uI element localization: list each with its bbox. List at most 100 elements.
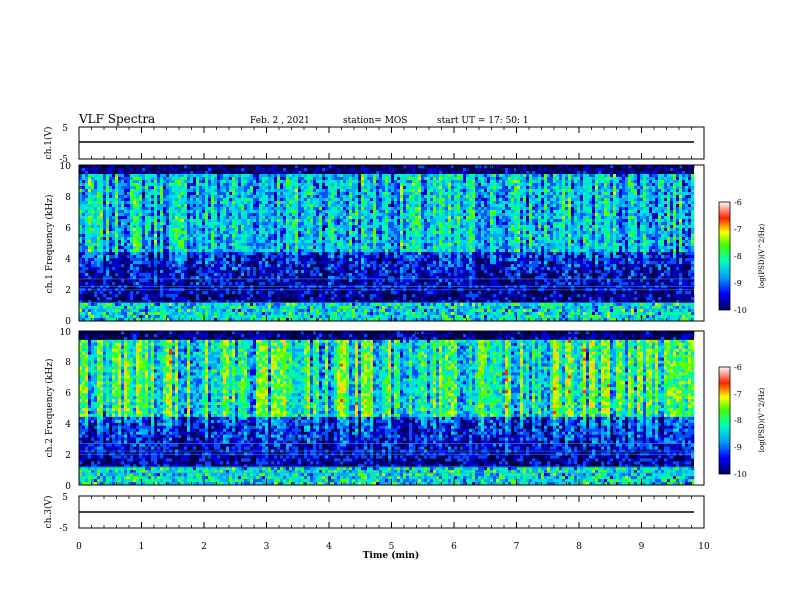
spectrogram-cell — [349, 303, 353, 307]
spectrogram-cell — [79, 234, 83, 238]
spectrogram-cell — [415, 186, 419, 190]
spectrogram-cell — [160, 180, 164, 184]
spectrogram-cell — [181, 276, 185, 280]
spectrogram-cell — [373, 240, 377, 244]
spectrogram-cell — [256, 231, 260, 235]
spectrogram-cell — [322, 312, 326, 316]
spectrogram-cell — [220, 315, 224, 319]
spectrogram-cell — [337, 204, 341, 208]
station-label: station= MOS — [343, 116, 407, 126]
spectrogram-cell — [403, 303, 407, 307]
spectrogram-cell — [163, 210, 167, 214]
spectrogram-cell — [343, 315, 347, 319]
spectrogram-cell — [364, 189, 368, 193]
spectrogram-cell — [211, 249, 215, 253]
spectrogram-cell — [127, 240, 131, 244]
spectrogram-cell — [133, 273, 137, 277]
spectrogram-cell — [214, 312, 218, 316]
spectrogram-cell — [253, 246, 257, 250]
spectrogram-cell — [232, 261, 236, 265]
spectrogram-cell — [403, 219, 407, 223]
spectrogram-cell — [286, 249, 290, 253]
spectrogram-cell — [202, 273, 206, 277]
spectrogram-cell — [82, 204, 86, 208]
spectrogram-cell — [121, 318, 125, 322]
spectrogram-cell — [229, 318, 233, 322]
spectrogram-cell — [340, 267, 344, 271]
spectrogram-cell — [163, 204, 167, 208]
spectrogram-cell — [298, 204, 302, 208]
spectrogram-cell — [118, 186, 122, 190]
spectrogram-cell — [328, 192, 332, 196]
spectrogram-cell — [235, 213, 239, 217]
spectrogram-cell — [361, 276, 365, 280]
spectrogram-cell — [109, 279, 113, 283]
spectrogram-cell — [193, 234, 197, 238]
spectrogram-cell — [91, 303, 95, 307]
spectrogram-cell — [268, 243, 272, 247]
spectrogram-cell — [85, 177, 89, 181]
spectrogram-cell — [178, 201, 182, 205]
spectrogram-cell — [259, 312, 263, 316]
spectrogram-cell — [169, 207, 173, 211]
spectrogram-cell — [154, 195, 158, 199]
spectrogram-cell — [214, 177, 218, 181]
spectrogram-cell — [79, 219, 83, 223]
spectrogram-cell — [184, 303, 188, 307]
spectrogram-cell — [181, 210, 185, 214]
spectrogram-cell — [184, 309, 188, 313]
spectrogram-cell — [358, 201, 362, 205]
spectrogram-cell — [286, 267, 290, 271]
spectrogram-cell — [112, 249, 116, 253]
spectrogram-cell — [151, 225, 155, 229]
spectrogram-cell — [274, 243, 278, 247]
spectrogram-cell — [394, 219, 398, 223]
spectrogram-cell — [346, 180, 350, 184]
spectrogram-cell — [361, 258, 365, 262]
spectrogram-cell — [385, 279, 389, 283]
spectrogram-cell — [256, 210, 260, 214]
spectrogram-cell — [232, 246, 236, 250]
spectrogram-cell — [355, 282, 359, 286]
spectrogram-cell — [298, 207, 302, 211]
spectrogram-cell — [142, 168, 146, 172]
spectrogram-cell — [232, 204, 236, 208]
spectrogram-cell — [232, 192, 236, 196]
spectrogram-cell — [121, 234, 125, 238]
spectrogram-cell — [241, 213, 245, 217]
spectrogram-cell — [199, 264, 203, 268]
spectrogram-cell — [91, 237, 95, 241]
spectrogram-cell — [142, 294, 146, 298]
spectrogram-cell — [376, 192, 380, 196]
spectrogram-cell — [130, 252, 134, 256]
spectrogram-cell — [118, 225, 122, 229]
spectrogram-cell — [262, 282, 266, 286]
spectrogram-cell — [376, 303, 380, 307]
spectrogram-cell — [130, 177, 134, 181]
spectrogram-cell — [241, 225, 245, 229]
spectrogram-cell — [124, 204, 128, 208]
spectrogram-cell — [403, 255, 407, 259]
spectrogram-cell — [340, 195, 344, 199]
spectrogram-cell — [121, 222, 125, 226]
spectrogram-cell — [85, 204, 89, 208]
spectrogram-cell — [172, 297, 176, 301]
spectrogram-cell — [391, 189, 395, 193]
spectrogram-cell — [280, 303, 284, 307]
spectrogram-cell — [238, 309, 242, 313]
spectrogram-cell — [103, 234, 107, 238]
spectrogram-cell — [238, 249, 242, 253]
spectrogram-cell — [268, 297, 272, 301]
spectrogram-cell — [352, 273, 356, 277]
spectrogram-cell — [88, 255, 92, 259]
spectrogram-cell — [259, 267, 263, 271]
spectrogram-cell — [217, 195, 221, 199]
spectrogram-cell — [148, 195, 152, 199]
spectrogram-cell — [169, 231, 173, 235]
spectrogram-cell — [322, 318, 326, 322]
spectrogram-cell — [322, 240, 326, 244]
spectrogram-cell — [190, 216, 194, 220]
spectrogram-cell — [106, 213, 110, 217]
spectrogram-cell — [211, 273, 215, 277]
spectrogram-cell — [160, 279, 164, 283]
